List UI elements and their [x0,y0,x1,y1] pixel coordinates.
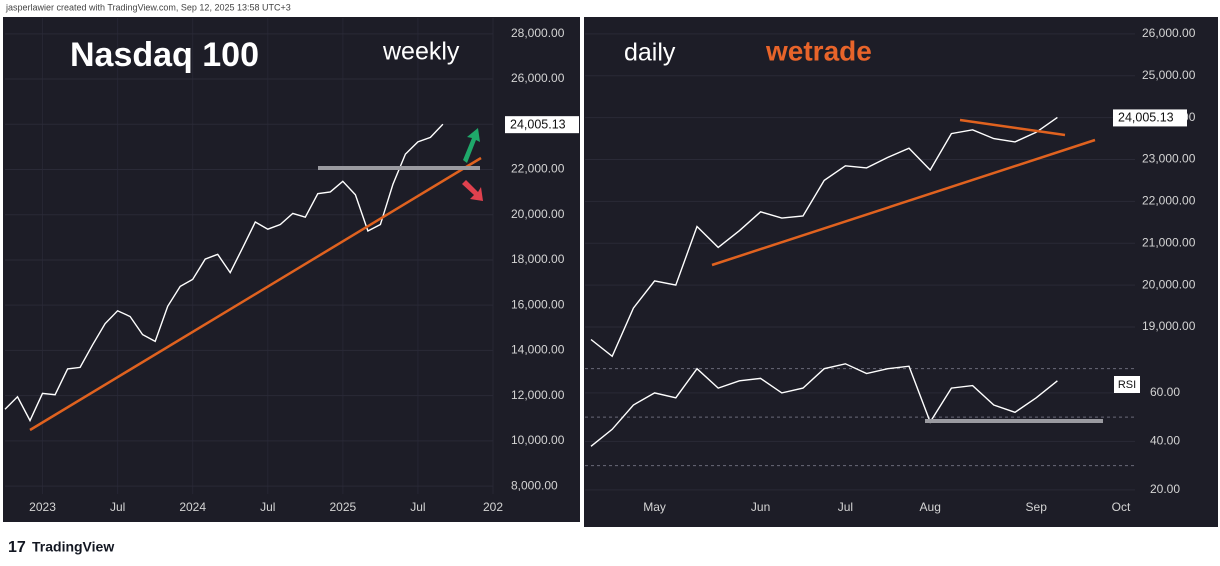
price-line [590,116,1058,358]
daily-panel [584,17,1218,527]
trend-line [711,138,1096,267]
price-line [590,363,1058,447]
charts: 2023 Jul 2024 Jul 2025 Jul 202 8,000.00 10,000.0… [4,18,1196,514]
y-tick-label: 20,000.00 [1142,277,1196,291]
price-line [4,123,444,423]
up-arrow [463,128,480,163]
y-tick-label: 14,000.00 [511,343,565,357]
y-tick-label: 20.00 [1150,482,1180,496]
x-tick-label: 202 [483,500,503,514]
chart-subtitle: weekly [382,38,460,66]
y-tick-label: 19,000.00 [1142,319,1196,333]
footer-logo: 17 [8,539,26,556]
x-tick-label: Jul [410,500,425,514]
rsi-label: RSI [1118,379,1136,391]
x-tick-label: Aug [920,500,941,514]
x-tick-label: 2025 [329,500,356,514]
chart-title: daily [624,39,676,67]
x-tick-label: Oct [1112,500,1131,514]
y-tick-label: 22,000.00 [1142,194,1196,208]
y-tick-label: 23,000.00 [1142,152,1196,166]
x-tick-label: Jul [838,500,853,514]
down-arrow [462,180,483,201]
y-tick-label: 60.00 [1150,385,1180,399]
last-price-label: 24,005.13 [510,117,566,131]
trend-line [959,118,1066,137]
y-tick-label: 8,000.00 [511,478,558,492]
y-tick-label: 18,000.00 [511,252,565,266]
y-tick-label: 25,000.00 [1142,68,1196,82]
x-tick-label: Jul [110,500,125,514]
header: jasperlawier created with TradingView.co… [5,2,291,12]
x-tick-label: Jul [260,500,275,514]
y-tick-label: 28,000.00 [511,26,565,40]
y-tick-label: 20,000.00 [511,207,565,221]
weekly-panel [3,17,580,522]
x-tick-label: Sep [1026,500,1048,514]
rsi-tag [1114,376,1140,393]
y-tick-label: 22,000.00 [511,162,565,176]
x-tick-label: 2023 [29,500,56,514]
y-tick-label: 21,000.00 [1142,235,1196,249]
x-tick-label: Jun [751,500,770,514]
trend-line [29,156,482,432]
y-tick-label: 40.00 [1150,434,1180,448]
x-tick-label: May [643,500,666,514]
last-price-label: 24,005.13 [1118,111,1174,125]
last-price-box [505,116,579,134]
y-tick-label: 10,000.00 [511,433,565,447]
x-tick-label: 2024 [179,500,206,514]
y-tick-label: 26,000.00 [511,71,565,85]
logo: wetrade [765,35,872,66]
last-price-box [1113,109,1187,127]
y-tick-label: 26,000.00 [1142,26,1196,40]
y-tick-label: 16,000.00 [511,297,565,311]
footer: TradingView [32,539,114,555]
chart-title: Nasdaq 100 [70,36,259,74]
y-tick-label: 12,000.00 [511,388,565,402]
